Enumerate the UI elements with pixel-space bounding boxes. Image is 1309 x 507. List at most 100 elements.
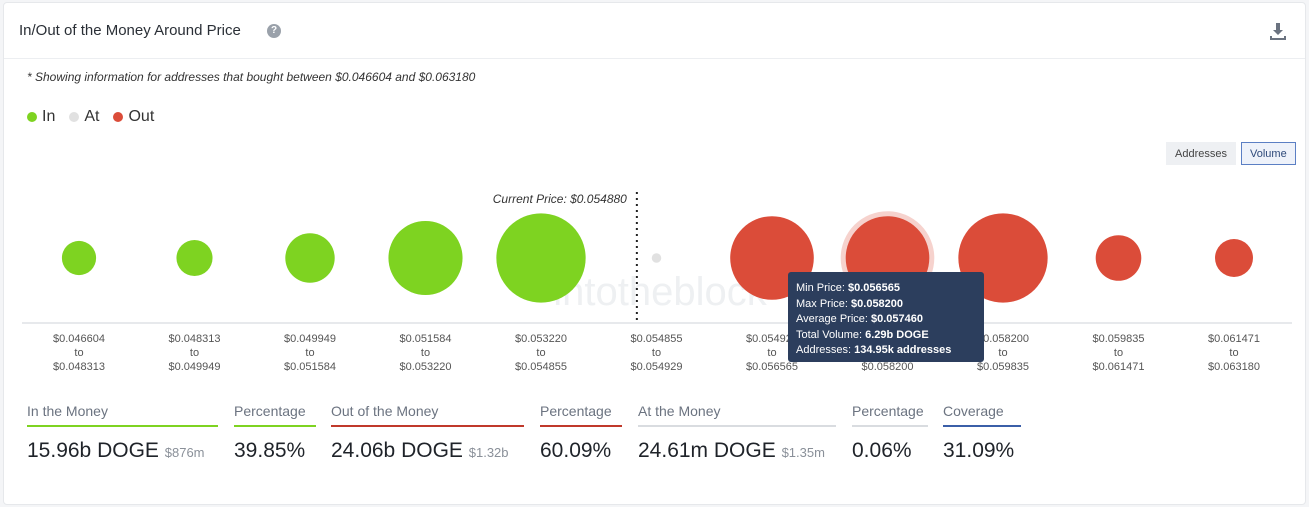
stat-value: 60.09% (540, 439, 612, 462)
tick-label-to-word: to (652, 347, 661, 359)
tooltip-min-label: Min Price: (796, 282, 845, 294)
bubble-tooltip: Min Price: $0.056565 Max Price: $0.05820… (788, 272, 984, 362)
tick-label-to-word: to (421, 347, 430, 359)
tick-label-from: $0.051584 (400, 333, 452, 345)
stat-value: 39.85% (234, 439, 306, 462)
stat-value: 15.96b DOGE $876m (27, 439, 205, 462)
tooltip-addresses-value: 134.95k addresses (854, 344, 952, 356)
tick-label-to: $0.063180 (1208, 361, 1260, 373)
legend-label: At (84, 108, 100, 125)
bubble-in (285, 233, 335, 283)
tick-label-to-word: to (1229, 347, 1238, 359)
tooltip-max-label: Max Price: (796, 297, 848, 310)
stat-value: 24.06b DOGE $1.32b (331, 439, 509, 462)
tick-label-from: $0.059835 (1093, 333, 1145, 345)
legend-label: In (42, 108, 56, 125)
tick-label-from: $0.049949 (284, 333, 336, 345)
tick-label-to-word: to (74, 347, 83, 359)
stat-value: 0.06% (852, 439, 912, 462)
legend-item-in[interactable]: In (27, 108, 55, 126)
tick-label-to-word: to (998, 347, 1007, 359)
stat-label: Percentage (234, 403, 306, 419)
legend: In At Out (27, 108, 154, 126)
legend-dot (27, 112, 37, 122)
stat-label: At the Money (638, 403, 721, 419)
tick-label-to: $0.059835 (977, 361, 1029, 373)
date-range-note: * Showing information for addresses that… (27, 70, 476, 84)
stat-label: Coverage (943, 403, 1004, 419)
tick-label-to-word: to (190, 347, 199, 359)
card-title: In/Out of the Money Around Price (19, 22, 241, 39)
tick-label-to-word: to (305, 347, 314, 359)
tick-label-to-word: to (1114, 347, 1123, 359)
tick-label-from: $0.053220 (515, 333, 567, 345)
tooltip-min-value: $0.056565 (847, 282, 900, 294)
tooltip-volume-label: Total Volume: (796, 328, 863, 341)
stat-label: Percentage (852, 403, 924, 419)
tick-label-from: $0.046604 (53, 333, 105, 345)
stat-4: At the Money 24.61m DOGE $1.35m (638, 403, 836, 463)
tooltip-avg-value: $0.057460 (871, 313, 924, 325)
tooltip-max-value: $0.058200 (851, 297, 904, 310)
stat-2: Out of the Money 24.06b DOGE $1.32b (331, 403, 524, 463)
tick-label-to: $0.058200 (862, 361, 914, 373)
bubble-at (651, 253, 662, 263)
tooltip-avg-label: Average Price: (796, 313, 868, 325)
bubble-out (1215, 239, 1253, 277)
stat-underline (852, 425, 928, 427)
tick-label-to-word: to (536, 347, 545, 359)
bubble-out (1095, 235, 1142, 281)
stat-label: In the Money (27, 403, 108, 419)
stat-0: In the Money 15.96b DOGE $876m (27, 403, 218, 463)
tick-label-from: $0.058200 (977, 333, 1029, 345)
help-icon[interactable]: ? (267, 24, 281, 38)
tick-label-to-word: to (767, 347, 776, 359)
tick-label-from: $0.054929 (746, 333, 798, 345)
tick-label-to: $0.049949 (169, 361, 221, 373)
tick-label-to: $0.048313 (53, 361, 105, 373)
bubble-in (176, 239, 213, 277)
stat-6: Coverage 31.09% (943, 403, 1021, 463)
stat-usd-value: $876m (164, 445, 205, 460)
tick-label-to: $0.061471 (1093, 361, 1145, 373)
legend-dot (69, 112, 80, 122)
stat-usd-value: $1.32b (468, 445, 509, 460)
bubble-in (388, 220, 463, 296)
tick-label-to: $0.054855 (515, 361, 567, 373)
tick-label-to: $0.054929 (631, 361, 683, 373)
card-header: In/Out of the Money Around Price ? (4, 3, 1305, 59)
stat-underline (331, 425, 524, 427)
bubble-in (61, 240, 97, 276)
tick-label-to: $0.056565 (746, 361, 798, 373)
stat-usd-value: $1.35m (781, 445, 825, 460)
watermark: intotheblock (553, 270, 767, 314)
legend-label: Out (128, 108, 155, 125)
tick-label-from: $0.054855 (631, 333, 683, 345)
tick-label-to: $0.053220 (400, 361, 452, 373)
legend-item-at[interactable]: At (69, 108, 99, 126)
stat-value: 31.09% (943, 439, 1015, 462)
bubble-in (496, 213, 586, 303)
download-icon[interactable] (1269, 21, 1287, 41)
stat-label: Percentage (540, 403, 612, 419)
stat-5: Percentage 0.06% (852, 403, 928, 463)
stat-underline (638, 425, 836, 427)
addresses-toggle-button[interactable]: Addresses (1166, 142, 1236, 165)
bubble-chart: intotheblock Current Price: $0.054880 $0.0… (22, 192, 1292, 373)
stat-underline (27, 425, 218, 427)
stat-underline (943, 425, 1021, 427)
stat-3: Percentage 60.09% (540, 403, 622, 463)
legend-item-out[interactable]: Out (113, 108, 154, 126)
stat-label: Out of the Money (331, 403, 439, 419)
tick-label-to: $0.051584 (284, 361, 336, 373)
tick-label-from: $0.061471 (1208, 333, 1260, 345)
tooltip-addresses-label: Addresses: (796, 344, 852, 356)
stat-1: Percentage 39.85% (234, 403, 316, 463)
stat-value: 24.61m DOGE $1.35m (638, 439, 825, 462)
volume-toggle-button[interactable]: Volume (1241, 142, 1296, 165)
stat-underline (234, 425, 316, 427)
tooltip-volume-value: 6.29b DOGE (865, 328, 929, 341)
stat-underline (540, 425, 622, 427)
current-price-label: Current Price: $0.054880 (493, 192, 627, 206)
chart-card: In/Out of the Money Around Price ? (3, 2, 1306, 505)
